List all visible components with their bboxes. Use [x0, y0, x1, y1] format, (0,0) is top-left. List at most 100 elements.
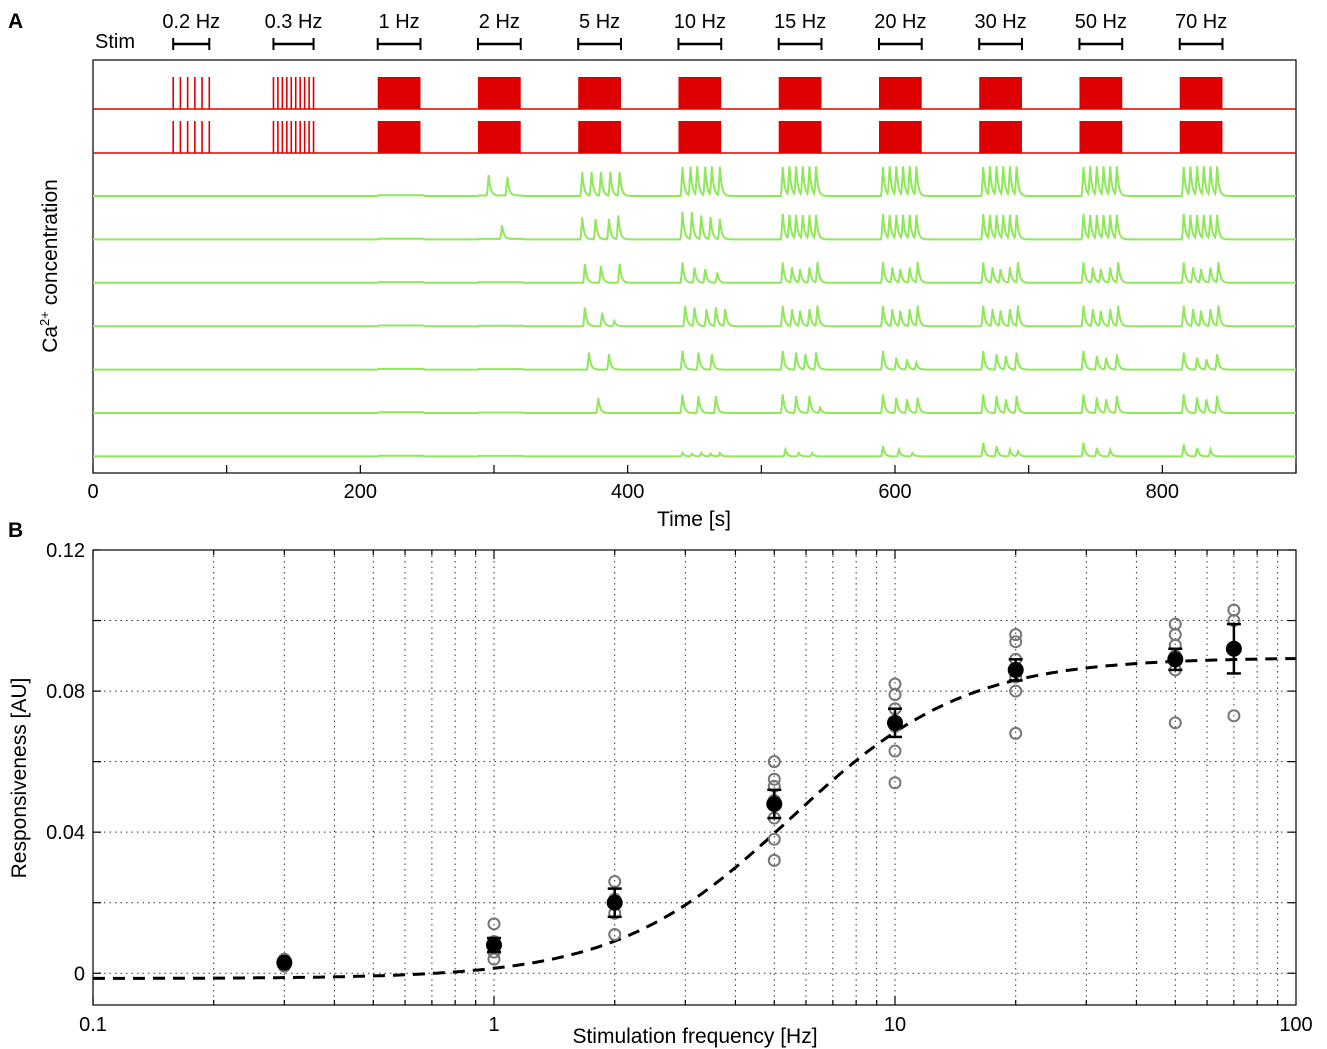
panel-b-label: B — [8, 519, 23, 542]
individual-data-points — [277, 603, 1241, 973]
stim-label: Stim — [95, 31, 135, 53]
stim-block — [678, 77, 722, 109]
x-tick-label: 100 — [1279, 1014, 1312, 1036]
stim-block — [377, 121, 421, 153]
stim-trace — [93, 121, 1296, 154]
stim-block — [678, 121, 722, 153]
individual-point — [608, 875, 622, 889]
stim-frequency-label: 15 Hz — [774, 11, 826, 33]
individual-point — [1168, 617, 1182, 631]
mean-point — [1225, 622, 1242, 675]
stim-block — [778, 121, 822, 153]
calcium-trace — [93, 262, 1296, 284]
stim-block — [979, 77, 1022, 109]
individual-point — [888, 744, 902, 758]
individual-point — [767, 755, 781, 769]
stim-duration-bar — [476, 38, 522, 50]
y-title-rest: concentration — [39, 179, 62, 311]
stim-frequency-label: 50 Hz — [1075, 11, 1127, 33]
calcium-trace — [93, 394, 1296, 415]
stim-duration-bar — [172, 38, 211, 50]
panel-b: B 0.1 1 10 100 0 0.04 0.08 0.12 Stimulation fre… — [8, 519, 1313, 1048]
calcium-trace — [93, 211, 1296, 241]
mean-point — [606, 887, 623, 919]
calcium-trace — [93, 305, 1296, 328]
panel-b-x-axis-title: Stimulation frequency [Hz] — [572, 1025, 817, 1048]
individual-point — [767, 853, 781, 867]
mean-marker — [486, 937, 502, 954]
mean-marker — [1007, 661, 1024, 678]
stim-frequency-label: 5 Hz — [579, 11, 620, 33]
x-tick-label: 0 — [87, 481, 98, 503]
individual-point — [888, 776, 902, 790]
stim-duration-bar — [577, 38, 622, 50]
stim-frequency-labels: 0.2 Hz 0.3 Hz 1 Hz 2 Hz 5 Hz 10 Hz 15 Hz 20 Hz 3… — [162, 11, 1227, 33]
individual-point — [1009, 684, 1023, 698]
stim-duration-bar — [877, 38, 923, 50]
stim-frequency-label: 1 Hz — [379, 11, 420, 33]
stim-block — [477, 121, 521, 153]
panel-a-y-axis-title: Ca2+ concentration — [37, 179, 62, 353]
y-tick-label: 0.04 — [46, 822, 85, 844]
panel-b-y-axis-title: Responsiveness [AU] — [8, 678, 31, 879]
stim-block — [578, 121, 621, 153]
x-tick-label: 800 — [1146, 481, 1179, 503]
x-tick-label: 10 — [884, 1014, 906, 1036]
stim-frequency-label: 20 Hz — [874, 11, 926, 33]
mean-point — [1007, 658, 1024, 682]
stim-block — [1179, 77, 1223, 109]
individual-point — [1168, 716, 1182, 730]
individual-point — [888, 688, 902, 702]
stim-frequency-label: 0.3 Hz — [265, 11, 323, 33]
mean-marker — [1225, 640, 1242, 657]
stim-trace — [93, 77, 1296, 110]
stim-duration-bar — [376, 38, 422, 50]
x-tick-label: 200 — [344, 481, 377, 503]
stim-block — [377, 77, 421, 109]
individual-point — [487, 952, 501, 966]
panel-b-plot-frame — [92, 549, 1297, 1006]
stimulation-traces — [93, 77, 1296, 154]
individual-point — [1227, 603, 1241, 617]
x-tick-label: 1 — [488, 1014, 499, 1036]
mean-marker — [887, 714, 903, 731]
mean-point — [1167, 647, 1184, 672]
stim-duration-bar — [1078, 38, 1124, 50]
stim-duration-bar — [677, 38, 723, 50]
panel-b-axes: 0.1 1 10 100 0 0.04 0.08 0.12 — [46, 540, 1313, 1036]
stim-block — [1179, 121, 1223, 153]
mean-marker — [766, 795, 783, 812]
stim-block — [578, 77, 621, 109]
x-tick-label: 600 — [878, 481, 911, 503]
mean-marker — [1167, 651, 1184, 668]
stim-duration-bars — [172, 38, 1224, 50]
panel-a: A Stim 0.2 Hz 0.3 Hz 1 Hz 2 Hz 5 Hz 10 Hz 15 H… — [8, 10, 1297, 531]
mean-point — [276, 954, 293, 971]
stim-block — [979, 121, 1022, 153]
x-tick-label: 0.1 — [79, 1014, 107, 1036]
stim-block — [1079, 121, 1123, 153]
individual-point — [487, 917, 501, 931]
calcium-trace — [93, 442, 1296, 458]
individual-point — [1009, 726, 1023, 740]
stim-block — [477, 77, 521, 109]
mean-data-points — [276, 622, 1242, 971]
individual-point — [767, 832, 781, 846]
stim-block — [878, 121, 922, 153]
mean-point — [486, 936, 502, 954]
calcium-traces — [93, 166, 1296, 458]
panel-a-label: A — [8, 10, 23, 33]
stim-frequency-label: 2 Hz — [479, 11, 520, 33]
panel-a-plot-frame — [92, 59, 1297, 474]
y-title-superscript: 2+ — [37, 311, 52, 326]
individual-point — [608, 927, 622, 941]
stim-block — [778, 77, 822, 109]
stim-duration-bar — [1178, 38, 1224, 50]
fit-curve — [93, 657, 1297, 980]
mean-marker — [276, 954, 293, 971]
mean-point — [766, 788, 783, 820]
panel-a-x-axis: 0 200 400 600 800 — [87, 465, 1297, 503]
mean-marker — [606, 894, 623, 911]
y-tick-label: 0 — [74, 963, 85, 985]
